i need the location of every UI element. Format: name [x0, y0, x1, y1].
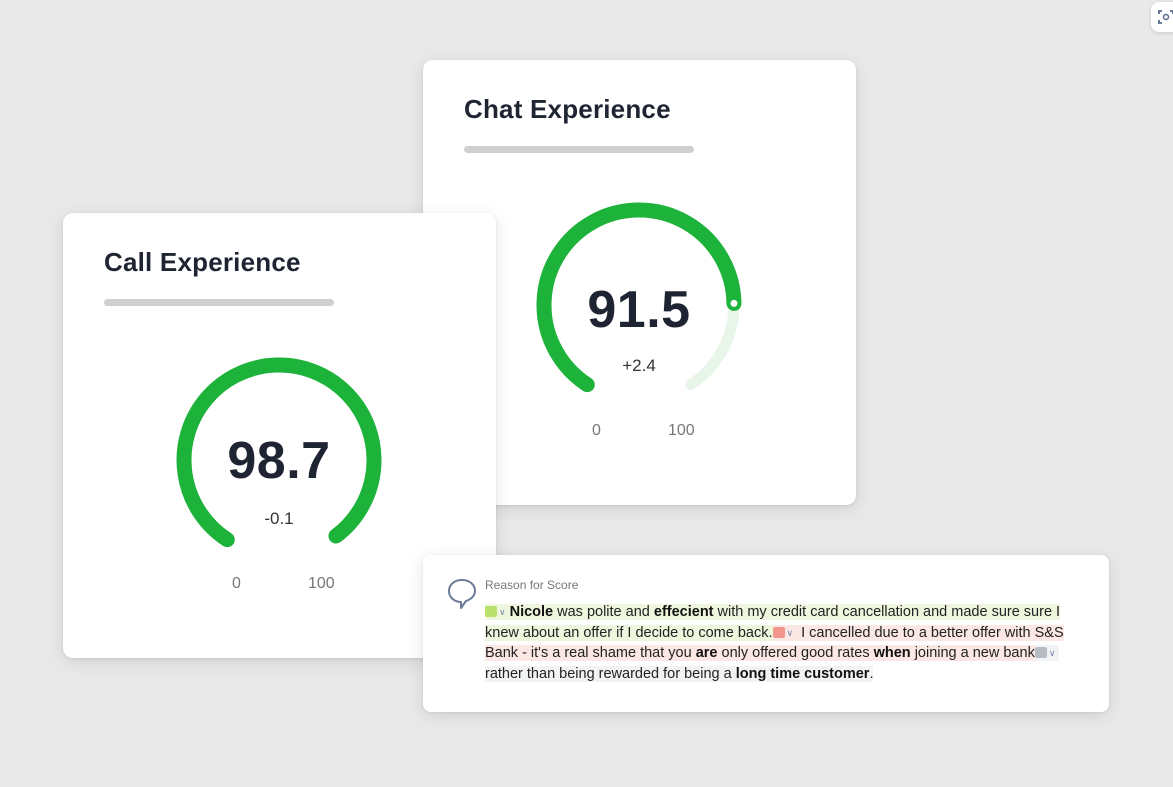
highlight-word: Nicole [509, 604, 554, 620]
score-gauge: 98.7 -0.1 [174, 355, 384, 565]
segment-text: joining a new bank [910, 645, 1035, 661]
score-delta: +2.4 [622, 356, 656, 375]
axis-max-label: 100 [668, 422, 695, 439]
speech-bubble-icon [448, 579, 476, 609]
segment-text: I cancelled due to a better offer with S… [485, 624, 1064, 662]
scan-icon [1158, 10, 1173, 24]
title-underline [464, 146, 694, 153]
reason-heading: Reason for Score [485, 578, 579, 592]
segment-text: . [869, 665, 874, 682]
highlight-word: effecient [653, 604, 714, 620]
card-title: Call Experience [104, 247, 301, 277]
gauge-ring [536, 202, 742, 393]
positive-sentiment-icon[interactable] [485, 606, 497, 617]
highlight-word: are [695, 645, 718, 661]
chevron-down-icon[interactable]: ∨ [499, 607, 506, 617]
highlight-word: long time customer [735, 665, 870, 682]
axis-max-label: 100 [308, 575, 335, 592]
gauge-end-marker [727, 296, 741, 310]
reason-text: ∨ Nicole was polite and effecient with my… [485, 602, 1095, 684]
axis-min-label: 0 [232, 575, 241, 592]
segment-text: only offered good rates [717, 645, 874, 661]
highlight-word: when [873, 645, 911, 661]
axis-min-label: 0 [592, 422, 601, 439]
segment-text: with my credit card cancellation and mad… [485, 604, 1061, 641]
segment-text: was polite and [553, 604, 654, 620]
score-value: 91.5 [587, 281, 691, 339]
score-gauge: 91.5 +2.4 [534, 200, 744, 410]
reason-for-score-card: Reason for Score ∨ Nicole was polite and … [423, 555, 1109, 712]
scan-button[interactable] [1151, 2, 1173, 32]
negative-sentiment-icon[interactable] [772, 626, 785, 638]
gauge-ring [176, 357, 382, 548]
score-delta: -0.1 [264, 509, 294, 528]
chevron-down-icon[interactable]: ∨ [1048, 648, 1056, 658]
score-value: 98.7 [227, 432, 331, 490]
chevron-down-icon[interactable]: ∨ [786, 627, 794, 638]
title-underline [104, 299, 334, 306]
neutral-sentiment-icon[interactable] [1034, 647, 1047, 658]
segment-text: rather than being rewarded for being a [485, 665, 736, 682]
card-title: Chat Experience [464, 94, 671, 124]
